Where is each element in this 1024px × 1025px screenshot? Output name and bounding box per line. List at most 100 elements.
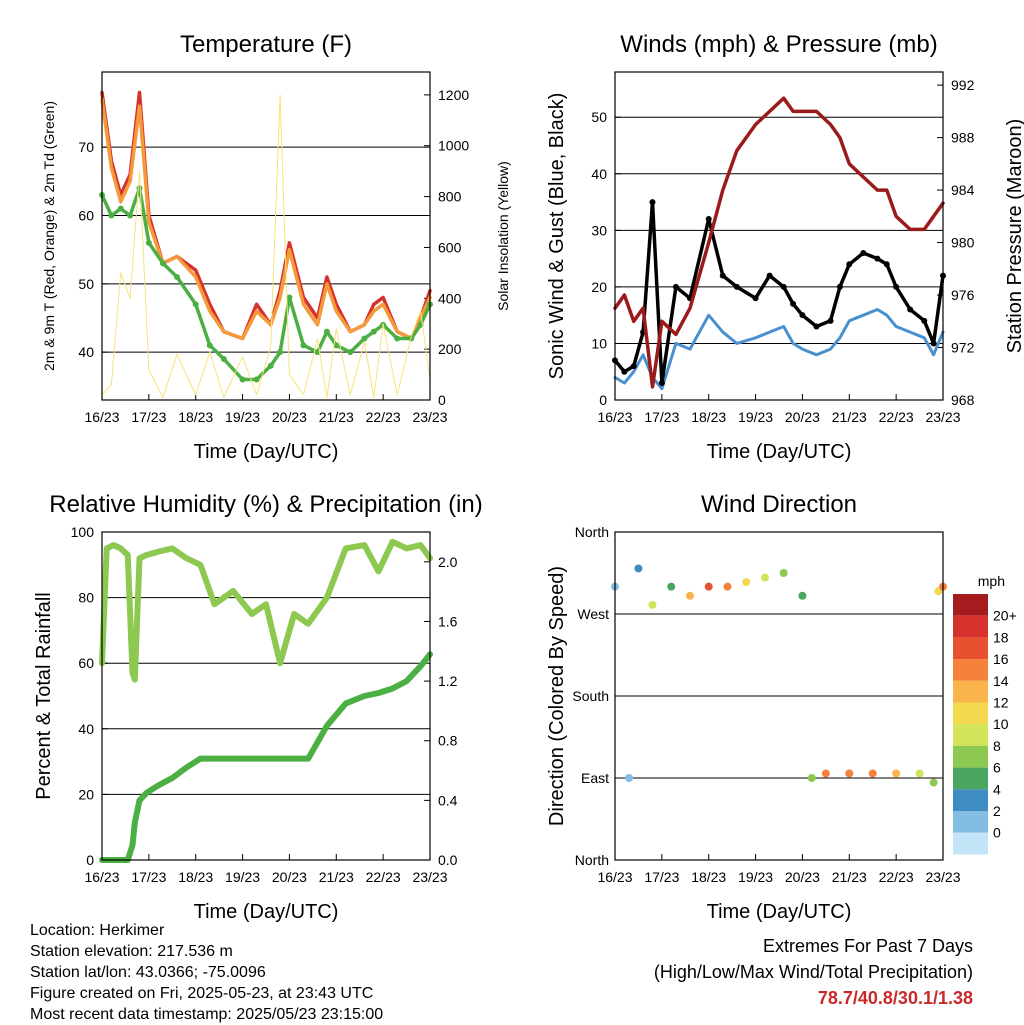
panel-title: Temperature (F) <box>180 31 352 58</box>
series-point-td2m <box>127 212 134 219</box>
y-tick-label: 40 <box>78 721 94 737</box>
x-tick-label: 16/23 <box>597 869 632 885</box>
station-elevation: Station elevation: 217.536 m <box>30 943 233 960</box>
y-tick-label: 10 <box>591 335 607 351</box>
series-line-t9m <box>100 97 432 341</box>
y-tick-label: 40 <box>591 166 607 182</box>
series-point-td2m <box>173 274 180 280</box>
series-line-td2m <box>100 186 432 382</box>
x-tick-label: 22/23 <box>366 409 401 425</box>
series-point-gust <box>883 261 890 268</box>
direction-point <box>821 769 830 778</box>
x-tick-label: 19/23 <box>738 409 773 425</box>
y-tick-label: South <box>572 688 609 704</box>
y-tick-label-right: 0.0 <box>438 852 458 868</box>
series-point-td2m <box>347 349 354 356</box>
panel-title: Relative Humidity (%) & Precipitation (i… <box>49 491 482 518</box>
series-point-gust <box>827 317 834 324</box>
colorbar-swatch <box>953 767 988 790</box>
y-tick-label: 60 <box>78 208 94 224</box>
series-point-td2m <box>206 342 213 349</box>
x-axis-label: Time (Day/UTC) <box>707 901 852 923</box>
series-point-td2m <box>394 335 401 342</box>
series-line-gust <box>613 200 945 385</box>
series-point-gust <box>790 300 797 307</box>
colorbar-swatch <box>953 745 988 768</box>
direction-point <box>667 582 676 591</box>
y-tick-label: East <box>581 770 609 786</box>
series-line-wind <box>613 308 945 391</box>
y-axis-label: Sonic Wind & Gust (Blue, Black) <box>546 93 568 380</box>
colorbar-swatch <box>953 594 988 616</box>
x-tick-label: 18/23 <box>178 409 213 425</box>
y-tick-label: 70 <box>78 139 94 155</box>
x-tick-label: 22/23 <box>366 869 401 885</box>
colorbar-label: 0 <box>993 825 1001 841</box>
x-axis-label: Time (Day/UTC) <box>707 441 852 463</box>
y-tick-label-right: 1000 <box>438 138 469 154</box>
y-tick-label: North <box>575 852 609 868</box>
series-point-td2m <box>192 301 199 308</box>
x-tick-label: 17/23 <box>131 409 166 425</box>
plot-frame <box>614 71 944 401</box>
series-point-gust <box>733 283 740 290</box>
colorbar-label: 20+ <box>993 608 1017 624</box>
y-tick-label-right: 600 <box>438 239 462 255</box>
series-point-gust <box>893 283 900 290</box>
direction-point <box>929 778 938 787</box>
colorbar-swatch <box>953 680 988 703</box>
colorbar-label: 14 <box>993 673 1009 689</box>
y-axis-label: Direction (Colored By Speed) <box>546 566 568 826</box>
series-point-gust <box>752 295 759 302</box>
x-tick-label: 23/23 <box>925 409 960 425</box>
series-line-pressure <box>613 96 945 389</box>
direction-point <box>807 774 816 782</box>
extremes-title: Extremes For Past 7 Days <box>762 936 973 956</box>
direction-point <box>779 569 788 577</box>
y-tick-label-right: 988 <box>951 130 975 146</box>
series-point-td2m <box>361 335 368 342</box>
direction-point <box>648 600 657 609</box>
y-tick-label: 0 <box>599 392 607 408</box>
station-latlon: Station lat/lon: 43.0366; -75.0096 <box>30 964 266 981</box>
colorbar-swatch <box>953 832 988 855</box>
colorbar-swatch <box>953 659 988 681</box>
y-tick-label-right: 992 <box>951 77 975 93</box>
colorbar-swatch <box>953 789 988 811</box>
y-tick-label-right: 2.0 <box>438 554 458 570</box>
y-tick-label-right: 400 <box>438 290 462 306</box>
x-tick-label: 19/23 <box>225 869 260 885</box>
series-point-gust <box>630 363 637 370</box>
x-tick-label: 20/23 <box>785 409 820 425</box>
colorbar-swatch <box>953 811 988 833</box>
series-point-gust <box>705 216 712 223</box>
y-tick-label: West <box>577 606 609 622</box>
series-line-solar <box>101 94 431 398</box>
y-axis-label: Percent & Total Rainfall <box>33 592 55 800</box>
series-point-gust <box>907 306 914 313</box>
series-point-td2m <box>239 376 246 383</box>
x-tick-label: 23/23 <box>925 869 960 885</box>
direction-point <box>892 769 901 778</box>
y-tick-label-right: 976 <box>951 287 975 303</box>
direction-point <box>723 582 732 591</box>
x-tick-label: 21/23 <box>319 409 354 425</box>
y-tick-label: 20 <box>591 279 607 295</box>
x-axis-label: Time (Day/UTC) <box>194 441 339 463</box>
y-tick-label: 20 <box>78 786 94 802</box>
series-point-td2m <box>145 239 152 246</box>
direction-point <box>625 774 634 782</box>
y-tick-label: 80 <box>78 590 94 606</box>
x-tick-label: 20/23 <box>785 869 820 885</box>
direction-point <box>742 578 751 587</box>
y-tick-label-right: 0 <box>438 392 446 408</box>
direction-point <box>704 582 713 591</box>
y-tick-label-right: 980 <box>951 235 975 251</box>
plot-frame <box>101 531 431 861</box>
x-tick-label: 18/23 <box>691 409 726 425</box>
extremes-box: Extremes For Past 7 Days (High/Low/Max W… <box>654 933 973 1011</box>
x-tick-label: 17/23 <box>644 869 679 885</box>
direction-point <box>798 591 807 600</box>
y-tick-label-right: 0.4 <box>438 792 458 808</box>
